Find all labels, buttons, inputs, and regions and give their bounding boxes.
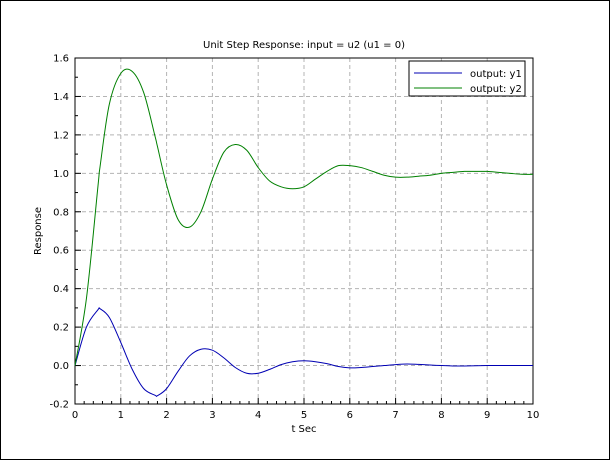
y-tick-label: 0.6 <box>53 246 69 257</box>
x-tick-labels: 0 1 2 3 4 5 6 7 8 9 10 <box>72 410 540 421</box>
legend: output: y1 output: y2 <box>408 60 526 97</box>
x-tick-label: 7 <box>392 410 398 421</box>
grid-lines <box>75 58 533 404</box>
legend-label-y2: output: y2 <box>470 84 522 95</box>
chart-title: Unit Step Response: input = u2 (u1 = 0) <box>203 40 405 51</box>
x-tick-label: 6 <box>347 410 353 421</box>
legend-box <box>408 60 526 97</box>
series-line-y2 <box>74 68 534 366</box>
legend-label-y1: output: y1 <box>470 69 522 80</box>
x-tick-label: 2 <box>163 410 169 421</box>
y-tick-label: -0.2 <box>49 400 69 411</box>
x-tick-label: 5 <box>301 410 307 421</box>
x-tick-label: 8 <box>438 410 444 421</box>
y-tick-label: 0.0 <box>53 361 69 372</box>
series-line-y1 <box>74 307 533 397</box>
x-tick-label: 9 <box>484 410 490 421</box>
y-tick-label: 0.2 <box>53 323 69 334</box>
x-axis-title: t Sec <box>291 424 316 435</box>
y-tick-labels: -0.2 0.0 0.2 0.4 0.6 0.8 1.0 1.2 1.4 1.6 <box>49 54 69 411</box>
x-tick-label: 1 <box>118 410 124 421</box>
series-lines <box>74 68 534 397</box>
x-tick-label: 10 <box>527 410 540 421</box>
y-tick-label: 1.0 <box>53 169 69 180</box>
y-tick-label: 1.2 <box>53 130 69 141</box>
y-axis-title: Response <box>33 207 44 255</box>
y-tick-label: 0.4 <box>53 284 69 295</box>
x-tick-label: 4 <box>255 410 261 421</box>
x-tick-label: 3 <box>209 410 215 421</box>
x-tick-label: 0 <box>72 410 78 421</box>
axis-ticks <box>74 57 534 405</box>
y-tick-label: 1.4 <box>53 92 69 103</box>
y-tick-label: 1.6 <box>53 54 69 65</box>
y-tick-label: 0.8 <box>53 207 69 218</box>
